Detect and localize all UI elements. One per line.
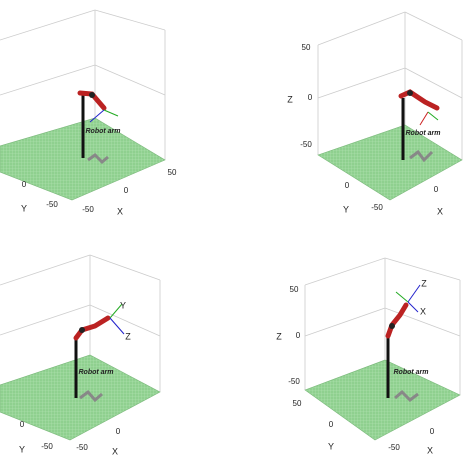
y-tick-label: -50 <box>46 200 58 209</box>
joint <box>79 327 85 333</box>
x-label: X <box>117 206 123 216</box>
frame-axis <box>407 284 421 303</box>
x-tick-label: -50 <box>82 205 94 214</box>
z-label: Z <box>276 331 282 341</box>
frame-axis <box>109 303 123 319</box>
x-tick-label: -50 <box>76 443 88 452</box>
floor <box>304 359 461 441</box>
z-tick-label: 0 <box>296 331 301 340</box>
joint <box>407 90 413 96</box>
y-tick-label: 0 <box>329 420 334 429</box>
y-tick-label: -50 <box>371 203 383 212</box>
panel: Y Z Robot arm -50 0 -50 0 X Y <box>0 254 161 456</box>
floor <box>0 117 166 201</box>
arm-label: Robot arm <box>86 128 121 135</box>
x-label: X <box>427 445 433 455</box>
joint <box>89 92 95 98</box>
z-tick-label: -50 <box>300 140 312 149</box>
frame-axis <box>395 291 409 303</box>
shadow <box>79 389 103 403</box>
frame-axis <box>427 111 439 121</box>
y-label: Y <box>328 441 334 451</box>
panel: Robot arm 50 0 -50 0 -50 0 Z X Y <box>287 11 463 216</box>
frame-axis <box>407 301 419 313</box>
shadow <box>394 389 419 402</box>
frame-label: Z <box>421 278 427 288</box>
arm-label: Robot arm <box>394 369 429 376</box>
floor <box>317 124 463 201</box>
frame-axis <box>103 109 119 117</box>
x-label: X <box>112 446 118 456</box>
panel: Z X Robot arm 50 0 -50 -50 0 50 0 Z X Y <box>276 257 461 455</box>
x-tick-label: -50 <box>388 443 400 452</box>
y-label: Y <box>21 203 27 213</box>
robot-link <box>73 315 111 341</box>
z-tick-label: -50 <box>288 377 300 386</box>
z-tick-label: 0 <box>308 93 313 102</box>
x-tick-label: 50 <box>168 168 177 177</box>
frame-label: Y <box>120 300 126 310</box>
axes-box <box>0 254 161 392</box>
shadow <box>87 153 109 165</box>
robot-link <box>398 89 440 111</box>
y-label: Y <box>343 204 349 214</box>
robot-link <box>385 302 409 339</box>
panel: Robot arm -50 0 50 -50 0 X Y <box>0 9 177 216</box>
x-tick-label: 0 <box>434 185 439 194</box>
axes-box <box>317 11 463 160</box>
joint <box>389 323 395 329</box>
y-tick-label: 50 <box>293 399 302 408</box>
z-tick-label: 50 <box>290 285 299 294</box>
frame-axis <box>109 317 125 335</box>
z-tick-label: 50 <box>302 43 311 52</box>
frame-axis <box>419 111 429 126</box>
arm-label: Robot arm <box>406 130 441 137</box>
frame-label: X <box>420 306 426 316</box>
arm-label: Robot arm <box>79 369 114 376</box>
y-tick-label: 0 <box>20 420 25 429</box>
x-tick-label: 0 <box>430 427 435 436</box>
x-tick-label: 0 <box>124 186 129 195</box>
z-label: Z <box>287 94 293 104</box>
y-label: Y <box>19 444 25 454</box>
frame-axis <box>89 109 105 123</box>
y-tick-label: 0 <box>345 181 350 190</box>
y-tick-label: -50 <box>41 442 53 451</box>
x-label: X <box>437 206 443 216</box>
x-tick-label: 0 <box>116 427 121 436</box>
shadow <box>409 149 434 163</box>
frame-label: Z <box>125 331 131 341</box>
y-tick-label: 0 <box>22 180 27 189</box>
axes-box <box>304 257 461 395</box>
